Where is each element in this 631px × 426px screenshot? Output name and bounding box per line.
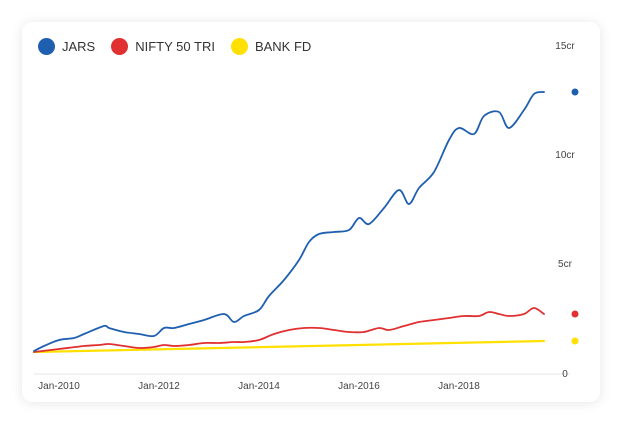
legend-item-1[interactable]: NIFTY 50 TRI [111,38,215,55]
legend-dot [111,38,129,55]
line-chart: Jan-2010 Jan-2012 Jan-2014 Jan-2016 Jan-2018… [32,41,579,392]
legend-label: JARS [62,39,96,54]
series-end-marker-0 [571,88,579,96]
legend-item-2[interactable]: BANK FD [230,38,312,55]
y-tick-label: 15cr [555,41,575,52]
legend-dot [38,38,55,55]
x-tick-label: Jan-2018 [438,381,480,392]
y-tick-label: 10cr [555,150,575,161]
legend: JARS NIFTY 50 TRI BANK FD [38,38,311,55]
x-tick-label: Jan-2010 [38,381,80,392]
x-tick-label: Jan-2016 [338,381,380,392]
y-tick-label: 0 [562,369,568,380]
x-tick-label: Jan-2014 [238,381,280,392]
series-end-marker-2 [571,337,579,345]
y-tick-label: 5cr [558,259,573,270]
chart-card: JARS NIFTY 50 TRI BANK FD Jan-2010 Jan-2012… [22,22,600,402]
x-tick-label: Jan-2012 [138,381,180,392]
legend-dot [230,38,248,55]
series-line-2 [32,339,546,354]
series-end-marker-1 [571,310,579,318]
legend-label: NIFTY 50 TRI [135,39,215,54]
series-line-1 [33,307,545,353]
legend-item-0[interactable]: JARS [38,38,95,55]
series-line-0 [33,91,545,352]
legend-label: BANK FD [254,39,312,54]
